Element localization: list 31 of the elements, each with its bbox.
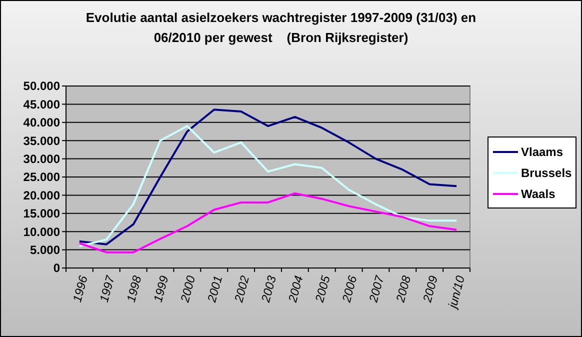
y-tick-label: 25.000 [23, 170, 60, 184]
x-tick-label: 1996 [70, 274, 91, 304]
y-tick-label: 40.000 [23, 116, 60, 130]
x-tick-label: 1998 [124, 274, 144, 304]
y-tick-label: 50.000 [23, 79, 60, 94]
x-tick-label: jun/10 [444, 274, 468, 312]
x-tick-label: 2002 [231, 274, 252, 305]
x-tick-label: 2003 [258, 274, 280, 305]
x-tick-label: 2005 [312, 274, 333, 305]
x-tick-label: 2004 [285, 274, 306, 305]
y-tick-label: 10.000 [23, 224, 60, 239]
legend-label: Brussels [521, 166, 572, 180]
x-tick-label: 2001 [204, 274, 226, 305]
chart-title: Evolutie aantal asielzoekers wachtregister 1997-2009 (31/03) en 06/2010 per gewest (Bron Rijksregister) [86, 10, 476, 45]
x-tick-label: 2008 [392, 274, 414, 305]
x-tick-label: 1999 [150, 274, 172, 304]
y-tick-label: 15.000 [23, 206, 60, 221]
line-series [78, 192, 458, 254]
x-tick-label: 2007 [366, 272, 388, 305]
y-tick-label: 30.000 [23, 152, 60, 166]
y-tick-label: 20.000 [23, 188, 60, 202]
x-tick-label: 1997 [96, 272, 118, 304]
y-tick-label: 5.000 [30, 243, 60, 257]
x-tick-label: 2009 [420, 274, 441, 305]
y-tick-label: 45.000 [23, 97, 60, 112]
y-tick-label: 0 [53, 261, 60, 276]
legend-label: Vlaams [521, 145, 564, 160]
x-tick-label: 2000 [177, 274, 198, 305]
legend-label: Waals [521, 187, 556, 202]
x-tick-label: 2006 [339, 274, 360, 305]
y-tick-label: 35.000 [23, 134, 60, 148]
